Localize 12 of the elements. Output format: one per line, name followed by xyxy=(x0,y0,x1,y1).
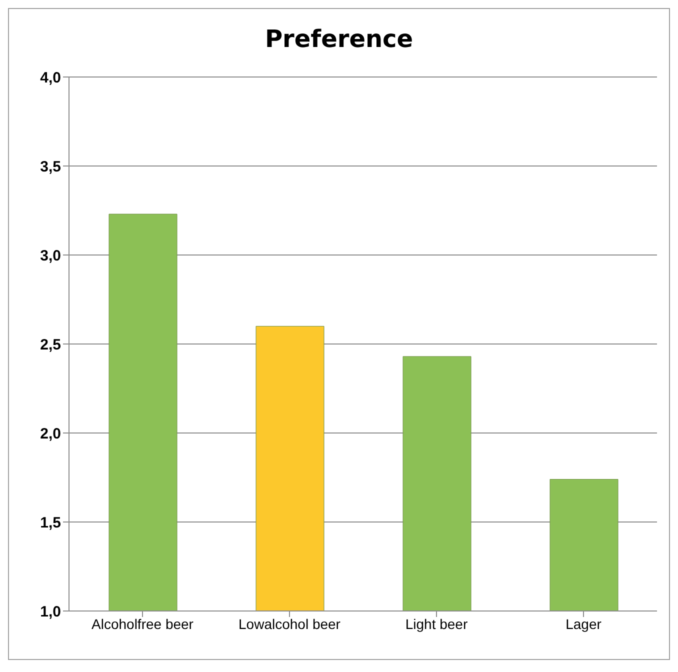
y-tick-label: 2,5 xyxy=(40,336,61,354)
y-tick-label: 1,0 xyxy=(40,603,61,620)
chart-title: Preference xyxy=(264,24,414,55)
x-tick-label: Light beer xyxy=(405,616,468,632)
y-tick-label: 1,5 xyxy=(40,514,61,532)
x-tick-label: Lager xyxy=(566,616,602,632)
y-tick-label: 2,0 xyxy=(40,425,61,442)
y-tick-label: 4,0 xyxy=(40,69,61,86)
y-tick-label: 3,5 xyxy=(40,158,61,176)
x-tick-label: Lowalcohol beer xyxy=(238,616,341,632)
x-tick-label: Alcoholfree beer xyxy=(92,616,194,632)
y-tick-label: 3,0 xyxy=(40,247,61,264)
